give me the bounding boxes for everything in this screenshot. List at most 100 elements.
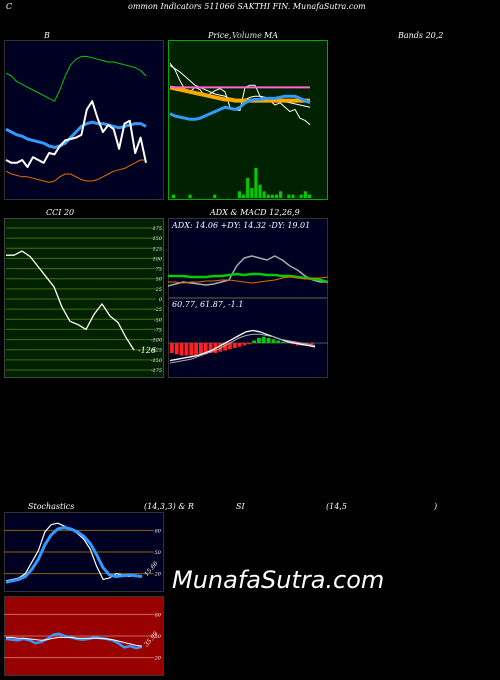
macd-histogram-bar [242, 343, 247, 346]
volume-bar [307, 194, 311, 198]
volume-bar [287, 194, 291, 198]
cci-tick-label: -175 [151, 368, 162, 374]
volume-bar [254, 168, 258, 198]
stochastics-tick-label: 20 [154, 572, 162, 578]
volume-bar [266, 194, 270, 198]
macd-histogram-bar [170, 343, 174, 353]
adx-di-line [168, 276, 328, 284]
stochastics-tick-label: 80 [155, 528, 162, 534]
panel-background [168, 298, 328, 378]
page-title: ommon Indicators 511066 SAKTHI FIN. Muna… [128, 2, 366, 11]
macd-chart: 60.77, 61.87, -1.1 [168, 298, 328, 378]
macd-histogram-bar [281, 341, 285, 343]
volume-bar [237, 191, 241, 198]
cci-tick-label: -100 [151, 338, 163, 344]
cci-tick-label: 25 [155, 287, 162, 293]
adx-adx-line [168, 255, 328, 287]
macd-histogram-bar [276, 340, 281, 343]
rsi-tick-label: 20 [154, 656, 162, 662]
macd-histogram-bar [179, 343, 184, 356]
macd-histogram-bar [194, 343, 198, 356]
bollinger-upper-line [5, 55, 147, 102]
macd-histogram-bar [290, 343, 295, 345]
macd-histogram-bar [257, 338, 261, 343]
cci-tick-label: -25 [154, 307, 162, 313]
volume-bar [291, 194, 295, 198]
cci-tick-label: 125 [152, 246, 162, 252]
volume-bar [246, 178, 250, 198]
macd-histogram-bar [271, 339, 276, 343]
macd-histogram-bar [261, 336, 266, 343]
macd-histogram-bar [266, 338, 271, 343]
bands-label: Bands 20,2 [398, 31, 444, 40]
cci-tick-label: 100 [152, 256, 162, 262]
stochastics-params-label: (14,3,3) & R [144, 502, 194, 511]
volume-bar [274, 194, 279, 198]
brand-watermark: MunafaSutra.com [172, 566, 385, 594]
cci-tick-label: -150 [151, 358, 163, 364]
volume-bar [279, 191, 283, 198]
volume-bar [258, 184, 262, 198]
volume-bar [270, 194, 274, 198]
bollinger-chart [4, 40, 164, 200]
volume-label: Volume [232, 31, 262, 40]
stochastics-tick-label: 50 [155, 550, 162, 556]
cci-tick-label: 150 [152, 236, 162, 242]
cci-tick-label: -75 [154, 327, 162, 333]
rsi-tick-label: 80 [155, 612, 162, 618]
macd-signal-line [169, 333, 316, 364]
price-ma-blue-line [169, 94, 311, 121]
volume-bar [242, 194, 246, 198]
price-label: Price, [208, 31, 232, 40]
cci-last-value-label: -126 [138, 346, 156, 355]
macd-values-label: 60.77, 61.87, -1.1 [172, 300, 243, 309]
macd-histogram-bar [305, 343, 310, 345]
bollinger-middle-line [5, 120, 147, 149]
macd-histogram-bar [310, 343, 314, 345]
volume-bar [262, 191, 266, 198]
macd-histogram-bar [208, 343, 213, 353]
bollinger-label: B [44, 31, 50, 40]
volume-bar [213, 194, 217, 198]
macd-histogram-bar [223, 343, 227, 351]
cci-tick-label: 175 [152, 226, 162, 232]
volume-bar [303, 191, 307, 198]
macd-histogram-bar [199, 343, 203, 355]
macd-histogram-bar [218, 343, 223, 352]
macd-histogram-bar [247, 343, 252, 345]
price-ma-slow-line [169, 85, 310, 103]
macd-histogram-bar [237, 343, 242, 347]
macd-histogram-bar [228, 343, 232, 350]
cci-line [6, 250, 135, 351]
price-price-line [169, 62, 311, 126]
bollinger-price-line [5, 100, 147, 168]
macd-histogram-bar [174, 343, 179, 355]
rsi-close-label: ) [434, 502, 438, 511]
rsi-label: SI [236, 502, 245, 511]
adx-values-label: ADX: 14.06 +DY: 14.32 -DY: 19.01 [171, 221, 310, 230]
panel-background [4, 218, 164, 378]
macd-histogram-bar [184, 343, 189, 356]
adx-macd-label: ADX & MACD 12,26,9 [210, 208, 300, 217]
price-ma-chart [168, 40, 328, 200]
volume-bar [299, 194, 303, 198]
cci-tick-label: 75 [156, 267, 162, 273]
cci-tick-label: -50 [154, 317, 163, 323]
macd-histogram-bar [252, 340, 256, 343]
cci-tick-label: -125 [151, 348, 162, 354]
macd-histogram-bar [189, 343, 194, 356]
cci-label: CCI 20 [46, 208, 75, 217]
macd-histogram-bar [232, 343, 237, 348]
volume-bar [188, 194, 192, 198]
rsi-tick-label: 50 [155, 634, 162, 640]
ma-label: MA [264, 31, 278, 40]
stochastics-d-line [5, 526, 143, 584]
cci-tick-label: 0 [159, 297, 163, 303]
adx-chart: ADX: 14.06 +DY: 14.32 -DY: 19.01 [168, 218, 328, 298]
volume-bar [172, 194, 176, 198]
rsi-params-label: (14,5 [326, 502, 347, 511]
header-left-letter: C [6, 2, 13, 11]
cci-chart: 175 150 125 100 75 50 25 0 -25 -50 -75 -100 -125 -150… [4, 218, 164, 378]
stochastics-label: Stochastics [28, 502, 75, 511]
